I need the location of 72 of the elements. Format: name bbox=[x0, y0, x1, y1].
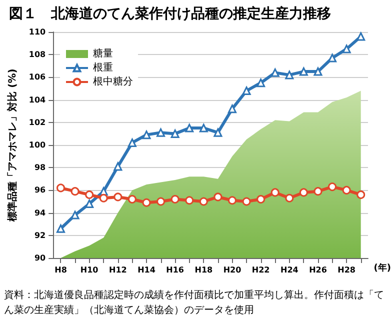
point bbox=[199, 124, 208, 132]
y-tick-label: 100 bbox=[28, 140, 46, 150]
point bbox=[156, 128, 166, 137]
y-tick-label: 102 bbox=[28, 118, 46, 127]
point bbox=[242, 86, 251, 96]
legend-label: 糖量 bbox=[93, 48, 113, 60]
x-tick-label: H22 bbox=[252, 266, 270, 274]
y-tick-label: 90 bbox=[34, 254, 46, 262]
point bbox=[114, 192, 122, 202]
point bbox=[70, 210, 80, 220]
text: 資料：北海道優良品種認定時の成績を作付面積比で加重平均し算出。作付面積は「てん菜の生産実績」（北海道てん菜協会）のデータを使用 bbox=[4, 289, 384, 316]
x-tick-label: H28 bbox=[338, 266, 356, 274]
point bbox=[85, 190, 94, 199]
legend-label: 根重 bbox=[93, 62, 113, 74]
point bbox=[214, 192, 222, 202]
point bbox=[299, 188, 308, 197]
x-tick-label: H18 bbox=[194, 266, 213, 274]
point bbox=[170, 194, 180, 204]
point bbox=[299, 67, 308, 76]
point bbox=[142, 198, 151, 207]
point bbox=[270, 188, 280, 197]
x-tick-label: H10 bbox=[80, 266, 99, 274]
point bbox=[342, 44, 351, 54]
point bbox=[314, 187, 322, 196]
point bbox=[285, 70, 294, 80]
point bbox=[128, 194, 136, 204]
point bbox=[328, 182, 337, 192]
point bbox=[228, 104, 236, 114]
point bbox=[56, 184, 65, 192]
point bbox=[356, 32, 366, 41]
y-tick-label: 104 bbox=[28, 95, 46, 104]
x-tick-label: H26 bbox=[309, 266, 328, 274]
y-axis-title: 標準品種「アマホマレ」対比 (%) bbox=[6, 68, 18, 222]
y-tick-label: 92 bbox=[34, 230, 46, 240]
point bbox=[156, 197, 166, 206]
point bbox=[342, 186, 351, 194]
point bbox=[70, 187, 80, 196]
point bbox=[142, 130, 151, 140]
x-tick-label: H12 bbox=[108, 266, 127, 274]
legend-label: 根中糖分 bbox=[93, 76, 133, 88]
y-tick-label: 98 bbox=[34, 163, 46, 172]
x-tick-label: H8 bbox=[54, 266, 68, 274]
point bbox=[114, 162, 122, 171]
x-tick-label: H20 bbox=[223, 266, 242, 274]
y-tick-label: 96 bbox=[34, 186, 46, 195]
point bbox=[242, 197, 251, 206]
point bbox=[214, 128, 222, 137]
point bbox=[228, 196, 236, 205]
chart-title: 図１ 北海道のてん菜作付け品種の推定生産力推移 bbox=[9, 5, 331, 22]
x-tick-label: H24 bbox=[280, 266, 299, 274]
point bbox=[356, 190, 366, 199]
point bbox=[128, 138, 136, 147]
point bbox=[285, 194, 294, 202]
point bbox=[185, 124, 194, 132]
y-tick-label: 106 bbox=[28, 72, 46, 82]
y-tick-label: 108 bbox=[28, 50, 46, 60]
point bbox=[256, 194, 266, 204]
point bbox=[185, 196, 194, 205]
x-tick-label: H16 bbox=[166, 266, 184, 274]
point bbox=[328, 54, 337, 62]
point bbox=[56, 224, 65, 233]
point bbox=[256, 78, 266, 88]
y-tick-label: 110 bbox=[28, 28, 46, 36]
y-tick-label: 94 bbox=[34, 208, 46, 218]
point bbox=[270, 68, 280, 77]
point bbox=[85, 200, 94, 208]
x-axis-title: (年) bbox=[374, 262, 392, 274]
point bbox=[99, 194, 108, 202]
x-tick-label: H14 bbox=[138, 266, 156, 274]
point bbox=[199, 197, 208, 206]
point bbox=[170, 129, 180, 138]
point bbox=[314, 67, 322, 76]
